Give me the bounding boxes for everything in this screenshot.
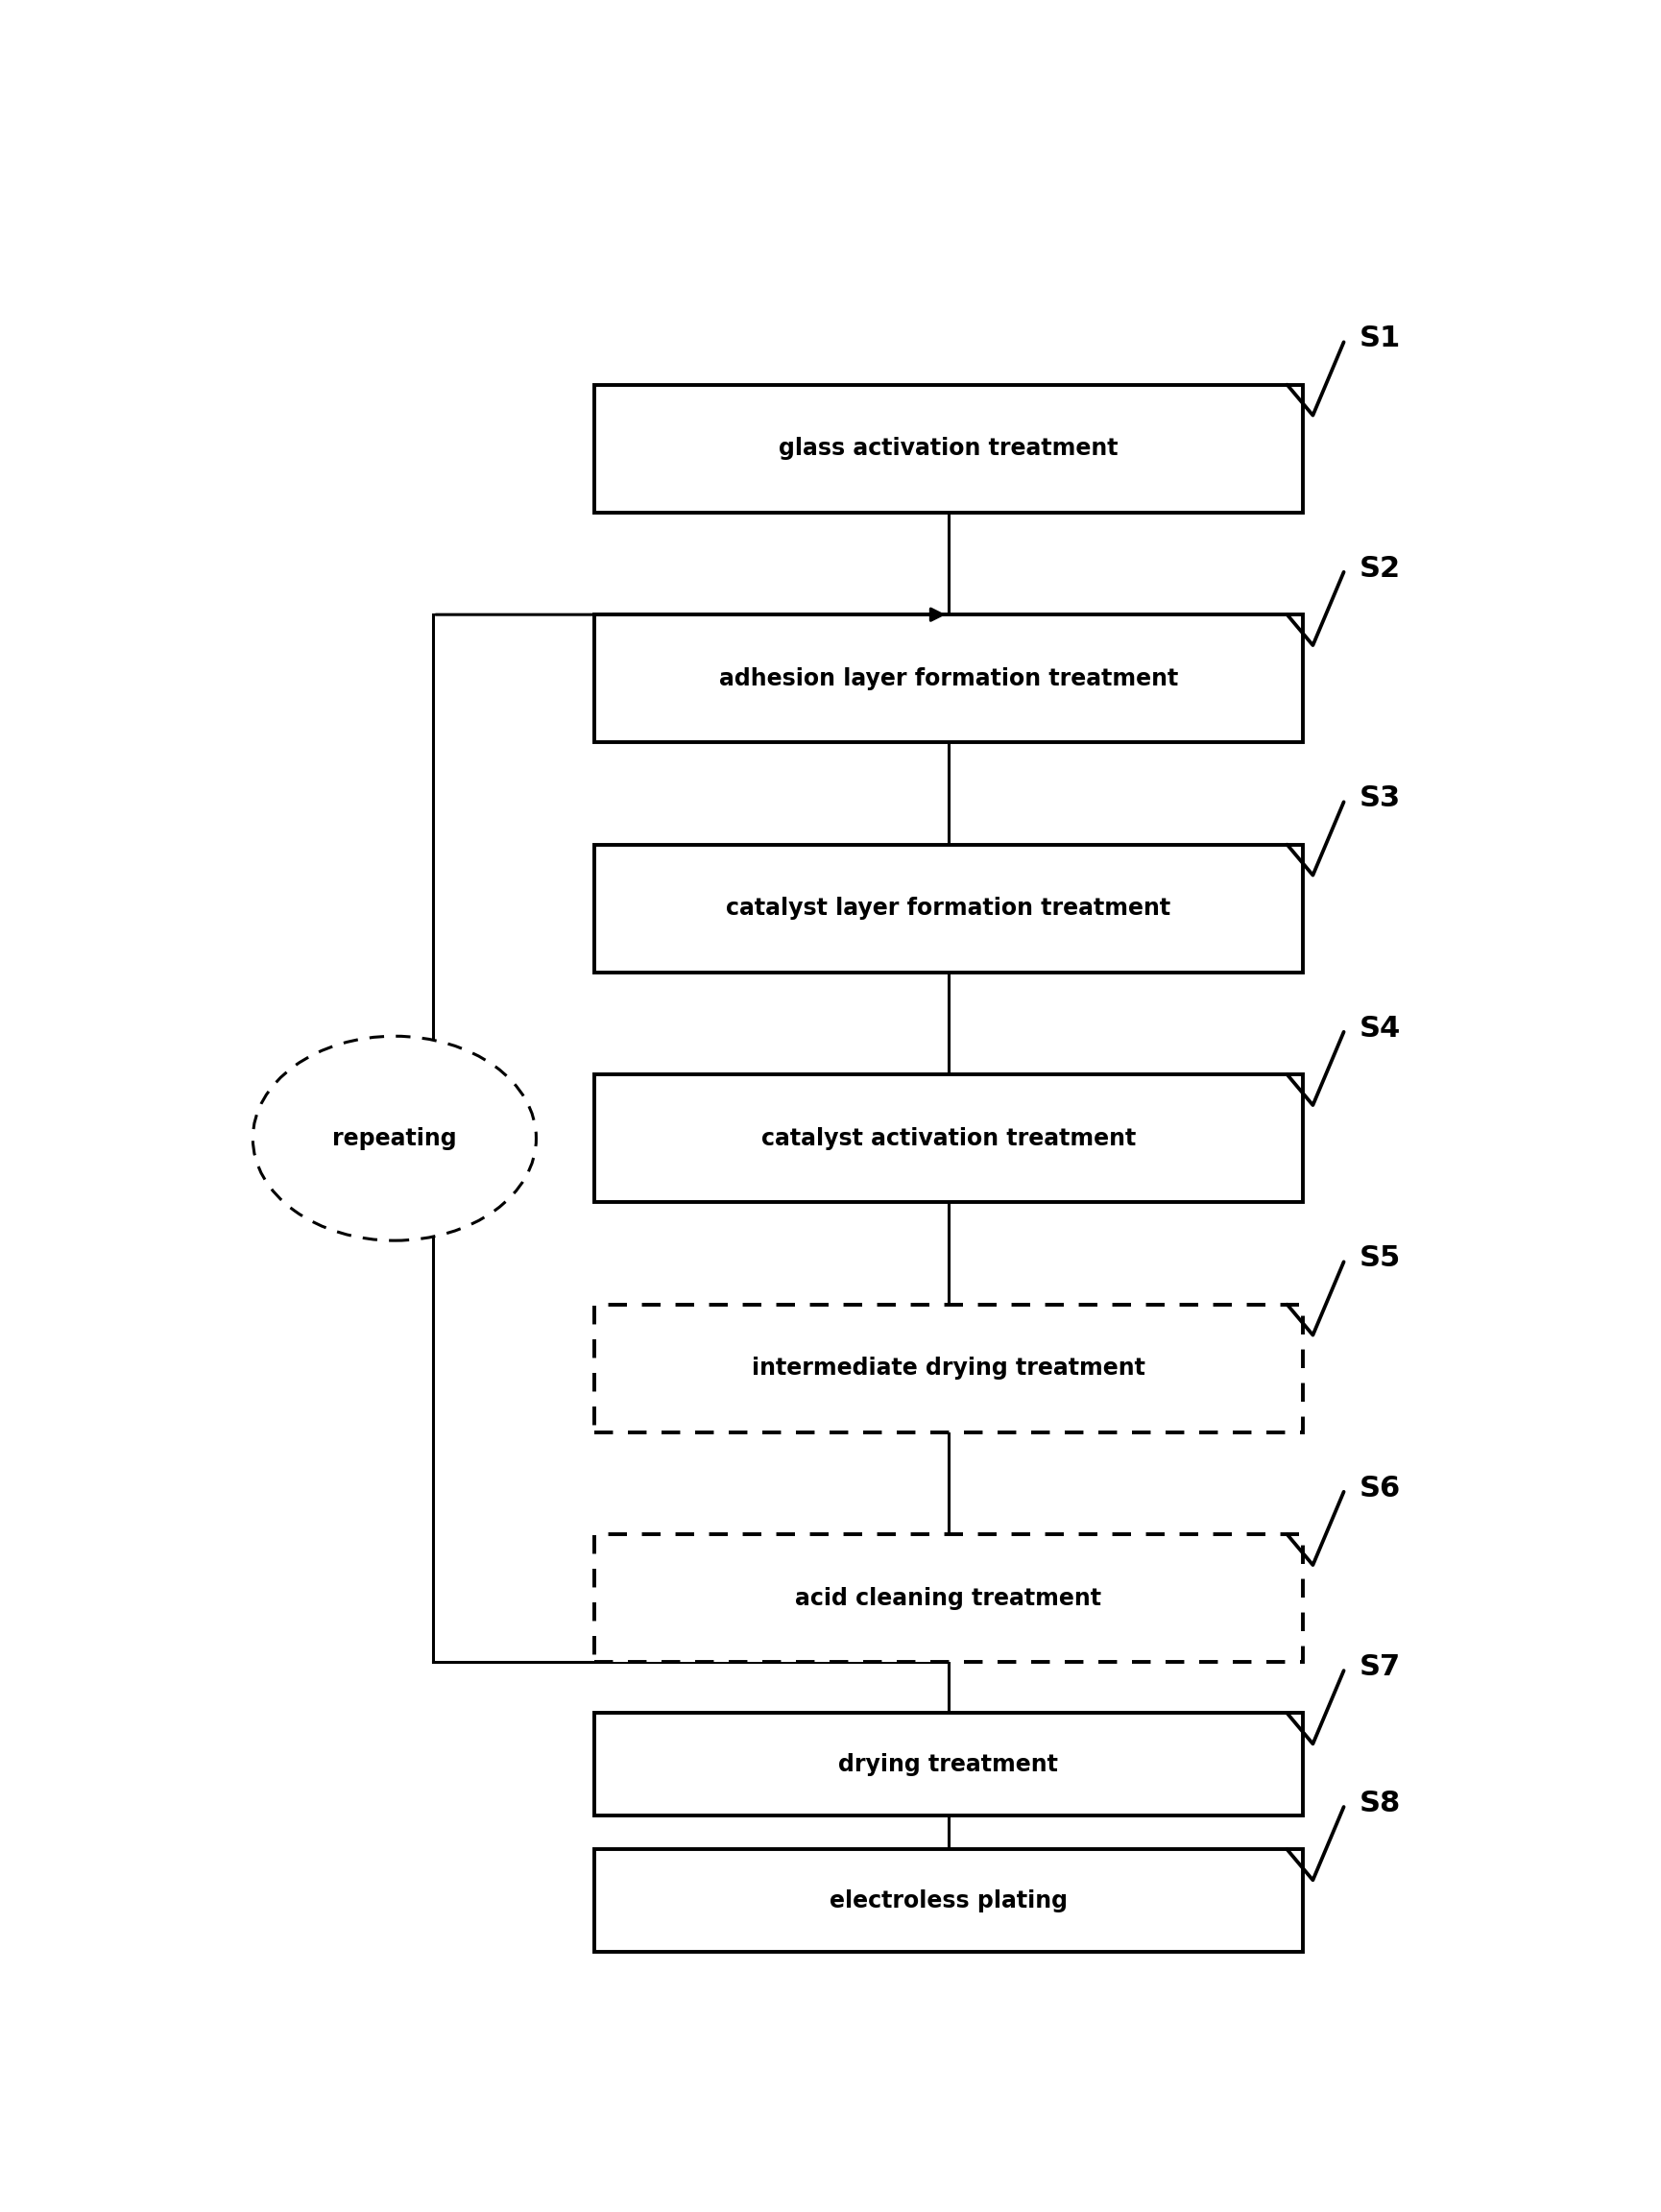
Bar bbox=[595, 1075, 1302, 1203]
Text: S2: S2 bbox=[1359, 555, 1400, 582]
Bar bbox=[595, 1305, 1302, 1431]
Bar bbox=[595, 1849, 1302, 1951]
Bar bbox=[595, 615, 1302, 743]
Text: S6: S6 bbox=[1359, 1475, 1400, 1502]
Bar bbox=[595, 845, 1302, 973]
Text: acid cleaning treatment: acid cleaning treatment bbox=[794, 1586, 1101, 1610]
Ellipse shape bbox=[252, 1035, 537, 1241]
Text: catalyst layer formation treatment: catalyst layer formation treatment bbox=[726, 896, 1169, 920]
Text: S8: S8 bbox=[1359, 1790, 1400, 1818]
Text: S4: S4 bbox=[1359, 1015, 1400, 1042]
Text: intermediate drying treatment: intermediate drying treatment bbox=[751, 1356, 1144, 1380]
Text: repeating: repeating bbox=[332, 1126, 457, 1150]
Text: catalyst activation treatment: catalyst activation treatment bbox=[761, 1126, 1134, 1150]
Bar bbox=[595, 1714, 1302, 1816]
Text: S1: S1 bbox=[1359, 325, 1400, 352]
Text: adhesion layer formation treatment: adhesion layer formation treatment bbox=[718, 668, 1178, 690]
Text: S5: S5 bbox=[1359, 1245, 1400, 1272]
Text: drying treatment: drying treatment bbox=[839, 1752, 1058, 1776]
Text: S7: S7 bbox=[1359, 1652, 1400, 1681]
Bar bbox=[595, 1535, 1302, 1661]
Text: electroless plating: electroless plating bbox=[829, 1889, 1066, 1911]
Text: S3: S3 bbox=[1359, 785, 1400, 812]
Text: glass activation treatment: glass activation treatment bbox=[779, 438, 1118, 460]
Bar bbox=[595, 385, 1302, 513]
